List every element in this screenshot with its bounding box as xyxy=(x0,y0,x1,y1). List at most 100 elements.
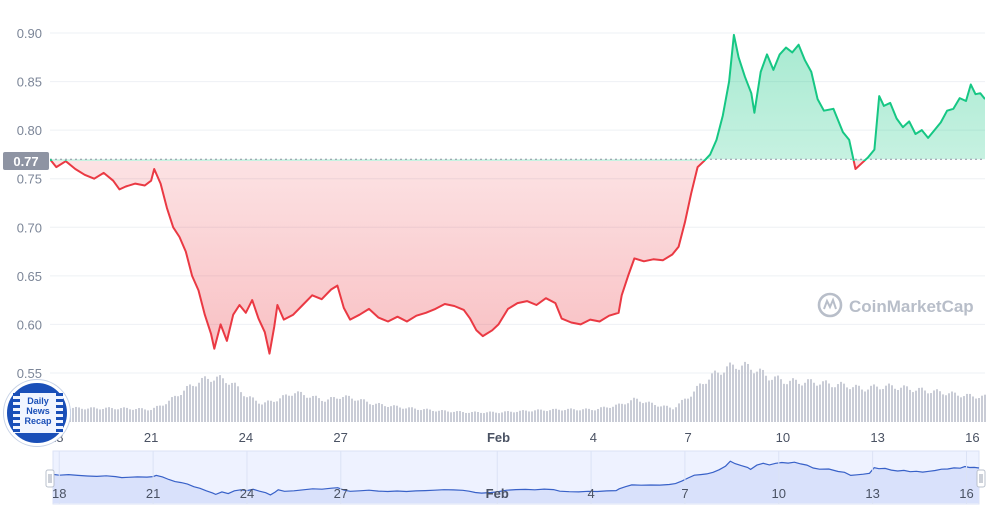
volume-bar xyxy=(942,394,944,422)
volume-bar xyxy=(441,410,443,422)
volume-bar xyxy=(174,395,176,422)
volume-bar xyxy=(363,399,365,422)
volume-bar xyxy=(516,411,518,422)
volume-bar xyxy=(627,403,629,422)
volume-bar xyxy=(414,408,416,422)
volume-bar xyxy=(330,397,332,422)
volume-bar xyxy=(900,387,902,422)
volume-bar xyxy=(555,408,557,422)
navigator[interactable]: 18 21 24 27 Feb 4 7 10 13 16 xyxy=(45,450,986,505)
volume-bar xyxy=(201,377,203,422)
volume-bar xyxy=(669,407,671,422)
volume-bar xyxy=(810,379,812,422)
volume-bar xyxy=(582,409,584,422)
volume-bar xyxy=(540,409,542,422)
volume-bar xyxy=(429,409,431,422)
volume-bar xyxy=(423,409,425,422)
volume-bar xyxy=(264,402,266,422)
volume-bar xyxy=(879,389,881,422)
volume-bar xyxy=(171,397,173,422)
volume-bar xyxy=(246,397,248,422)
volume-bar xyxy=(735,368,737,422)
volume-bar xyxy=(489,411,491,422)
volume-bar xyxy=(108,407,110,422)
volume-bar xyxy=(168,400,170,422)
volume-bar xyxy=(300,391,302,422)
volume-bar xyxy=(180,394,182,422)
price-area xyxy=(50,34,985,354)
volume-bar xyxy=(564,410,566,422)
navigator-right-handle[interactable] xyxy=(976,469,986,488)
volume-bar xyxy=(501,412,503,422)
volume-bar xyxy=(753,373,755,422)
navigator-line xyxy=(52,460,980,496)
volume-bar xyxy=(813,382,815,422)
volume-bar xyxy=(768,380,770,422)
volume-bar xyxy=(156,405,158,422)
volume-bar xyxy=(267,400,269,422)
daily-news-recap-logo: Daily News Recap xyxy=(4,380,70,446)
volume-bar xyxy=(714,370,716,422)
volume-bar xyxy=(510,411,512,422)
volume-bar xyxy=(204,376,206,422)
volume-bar xyxy=(279,398,281,422)
volume-bar xyxy=(228,384,230,422)
volume-bar xyxy=(216,376,218,422)
volume-bar xyxy=(978,398,980,422)
volume-bar xyxy=(288,395,290,422)
price-line xyxy=(50,33,985,355)
volume-bar xyxy=(726,366,728,422)
volume-bar xyxy=(573,409,575,422)
volume-bar xyxy=(636,398,638,422)
volume-bar xyxy=(231,382,233,422)
volume-bar xyxy=(465,412,467,422)
volume-bar xyxy=(927,393,929,422)
volume-bar xyxy=(672,409,674,422)
volume-bar xyxy=(645,402,647,422)
volume-bar xyxy=(705,383,707,422)
volume-bar xyxy=(81,408,83,422)
volume-bar xyxy=(750,369,752,422)
volume-bar xyxy=(153,407,155,422)
volume-bar xyxy=(648,401,650,422)
volume-bar xyxy=(759,368,761,422)
badge-line: Recap xyxy=(24,416,52,426)
navigator-left-handle[interactable] xyxy=(45,469,55,488)
volume-bar xyxy=(120,408,122,422)
x-tick-label: 24 xyxy=(239,430,253,445)
volume-bar xyxy=(642,403,644,422)
volume-bar xyxy=(339,398,341,422)
volume-bar xyxy=(270,400,272,422)
volume-bar xyxy=(237,386,239,422)
volume-bar xyxy=(240,392,242,422)
volume-bar xyxy=(699,383,701,422)
volume-bar xyxy=(624,404,626,422)
volume-bar xyxy=(459,411,461,422)
y-tick-label: 0.90 xyxy=(17,26,42,41)
navigator-tick-label: 21 xyxy=(146,486,160,501)
volume-bar xyxy=(294,393,296,422)
volume-bar xyxy=(831,387,833,422)
volume-bar xyxy=(828,383,830,422)
volume-bar xyxy=(138,408,140,422)
volume-bar xyxy=(504,411,506,422)
volume-bar xyxy=(795,379,797,422)
volume-bar xyxy=(177,396,179,422)
volume-bar xyxy=(594,410,596,422)
volume-bar xyxy=(876,386,878,422)
volume-bar xyxy=(693,391,695,422)
volume-bar xyxy=(219,375,221,422)
volume-bar xyxy=(546,411,548,422)
volume-bar xyxy=(609,407,611,422)
volume-bar xyxy=(366,401,368,422)
volume-bar xyxy=(789,380,791,422)
volume-bar xyxy=(891,385,893,422)
volume-bar xyxy=(360,399,362,422)
navigator-tick-label: 13 xyxy=(865,486,879,501)
volume-bar xyxy=(468,412,470,422)
coinmarketcap-logo-icon xyxy=(817,292,843,318)
volume-bar xyxy=(804,382,806,422)
navigator-tick-label: 10 xyxy=(772,486,786,501)
current-price-label: 0.77 xyxy=(3,152,49,170)
volume-bar xyxy=(585,408,587,422)
